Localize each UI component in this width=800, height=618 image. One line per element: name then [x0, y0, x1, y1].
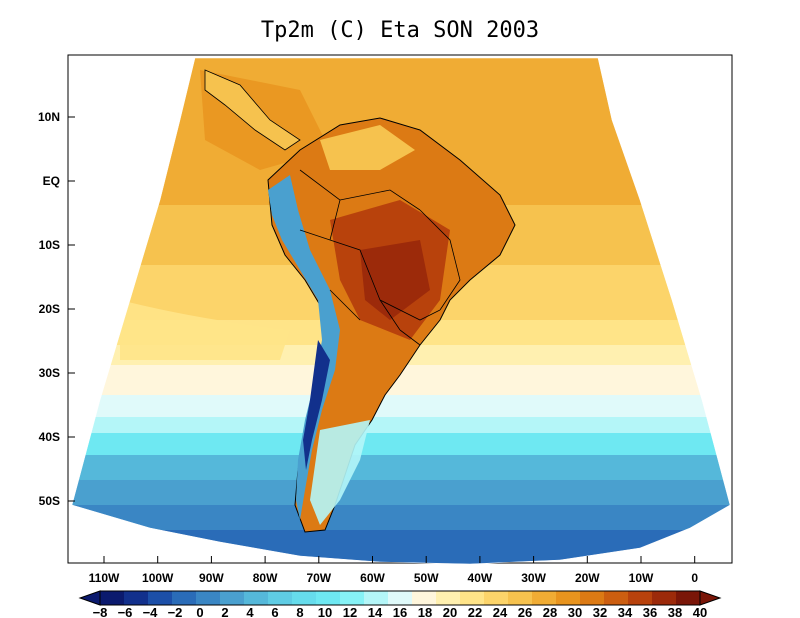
longitude-label: 30W	[521, 571, 546, 585]
colorbar-swatch	[340, 591, 365, 605]
colorbar-swatch	[484, 591, 509, 605]
colorbar-swatch	[556, 591, 581, 605]
colorbar-swatch	[100, 591, 125, 605]
colorbar-swatch	[268, 591, 293, 605]
colorbar: −8 −6 −4 −2 0 2 4 6 8 10 12 14 16 18 20 22 24 26 28 30 32 34 3…	[78, 590, 722, 618]
colorbar-label: 34	[618, 605, 633, 618]
colorbar-swatch	[580, 591, 605, 605]
colorbar-label: 4	[246, 605, 254, 618]
longitude-label: 50W	[414, 571, 439, 585]
colorbar-swatch	[508, 591, 533, 605]
longitude-label: 0	[691, 571, 698, 585]
longitude-label: 20W	[575, 571, 600, 585]
colorbar-label: 12	[343, 605, 357, 618]
colorbar-label: −8	[93, 605, 108, 618]
colorbar-swatch	[316, 591, 341, 605]
longitude-label: 100W	[142, 571, 174, 585]
colorbar-swatch	[364, 591, 389, 605]
colorbar-label: 32	[593, 605, 607, 618]
colorbar-low-arrow	[78, 590, 101, 606]
colorbar-label: 2	[221, 605, 228, 618]
colorbar-swatch	[148, 591, 173, 605]
longitude-label: 110W	[89, 571, 120, 585]
colorbar-swatch	[244, 591, 269, 605]
latitude-axis: 10N EQ 10S 20S 30S 40S 50S	[38, 110, 75, 508]
longitude-label: 80W	[253, 571, 278, 585]
colorbar-swatch	[532, 591, 557, 605]
colorbar-label: 10	[318, 605, 332, 618]
colorbar-swatch	[412, 591, 437, 605]
colorbar-swatch	[292, 591, 317, 605]
colorbar-swatch	[220, 591, 245, 605]
colorbar-swatch	[388, 591, 413, 605]
latitude-label: 20S	[39, 302, 60, 316]
colorbar-label: −4	[143, 605, 159, 618]
longitude-label: 70W	[306, 571, 331, 585]
longitude-label: 60W	[360, 571, 385, 585]
colorbar-swatch	[604, 591, 629, 605]
latitude-label: 30S	[39, 366, 60, 380]
colorbar-label: 14	[368, 605, 383, 618]
colorbar-swatch	[124, 591, 149, 605]
colorbar-swatch	[652, 591, 677, 605]
colorbar-label: 30	[568, 605, 582, 618]
colorbar-label: −2	[168, 605, 183, 618]
colorbar-label: 36	[643, 605, 657, 618]
colorbar-label: 40	[693, 605, 707, 618]
colorbar-label: 38	[668, 605, 682, 618]
colorbar-label: 20	[443, 605, 457, 618]
colorbar-swatch	[196, 591, 221, 605]
longitude-axis: 110W 100W 90W 80W 70W 60W 50W 40W 30W 20W 10W 0	[89, 556, 698, 585]
colorbar-label: 8	[296, 605, 303, 618]
latitude-label: 40S	[39, 430, 60, 444]
colorbar-swatch	[460, 591, 485, 605]
map-title: Tp2m (C) Eta SON 2003	[260, 18, 540, 43]
colorbar-label: 24	[493, 605, 508, 618]
colorbar-high-arrow	[699, 590, 722, 606]
colorbar-label: 22	[468, 605, 482, 618]
colorbar-label: 26	[518, 605, 532, 618]
colorbar-swatch	[172, 591, 197, 605]
country-borders	[299, 169, 461, 346]
colorbar-label: 6	[271, 605, 278, 618]
colorbar-label: 0	[196, 605, 203, 618]
colorbar-label: 16	[393, 605, 407, 618]
latitude-label: EQ	[43, 174, 60, 188]
colorbar-swatch	[676, 591, 701, 605]
longitude-label: 90W	[199, 571, 224, 585]
colorbar-label: 18	[418, 605, 432, 618]
colorbar-label: 28	[543, 605, 557, 618]
latitude-label: 50S	[39, 494, 60, 508]
longitude-label: 40W	[468, 571, 493, 585]
colorbar-swatch	[436, 591, 461, 605]
latitude-label: 10N	[38, 110, 60, 124]
colorbar-label: −6	[118, 605, 133, 618]
latitude-label: 10S	[39, 238, 60, 252]
colorbar-swatch	[628, 591, 653, 605]
longitude-label: 10W	[629, 571, 654, 585]
